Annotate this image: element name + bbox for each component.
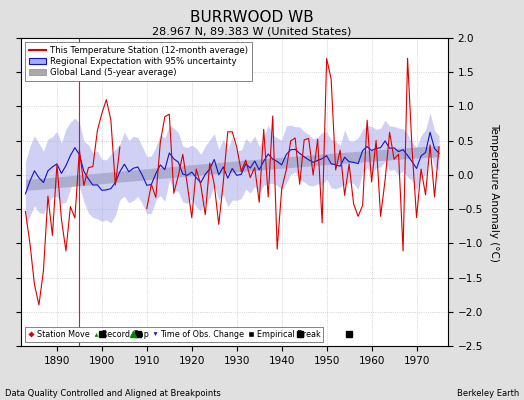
Text: 28.967 N, 89.383 W (United States): 28.967 N, 89.383 W (United States) — [152, 26, 351, 36]
Text: Data Quality Controlled and Aligned at Breakpoints: Data Quality Controlled and Aligned at B… — [5, 389, 221, 398]
Legend: Station Move, Record Gap, Time of Obs. Change, Empirical Break: Station Move, Record Gap, Time of Obs. C… — [25, 327, 323, 342]
Y-axis label: Temperature Anomaly (°C): Temperature Anomaly (°C) — [489, 122, 499, 262]
Text: BURRWOOD WB: BURRWOOD WB — [190, 10, 313, 25]
Text: Berkeley Earth: Berkeley Earth — [456, 389, 519, 398]
